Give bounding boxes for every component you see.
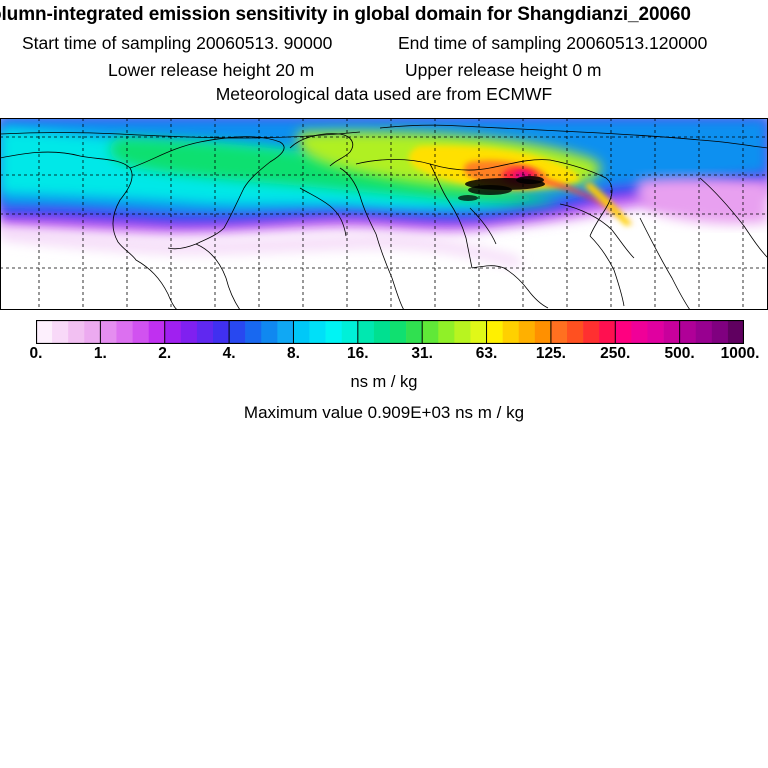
colorbar-cell	[470, 320, 487, 344]
colorbar-tick-label: 500.	[664, 345, 695, 362]
upper-release-height: Upper release height 0 m	[405, 60, 602, 80]
lower-release-height: Lower release height 20 m	[108, 60, 315, 80]
colorbar-tick-label: 0.	[29, 345, 43, 362]
colorbar-cell	[309, 320, 326, 344]
meteorological-data-source: Meteorological data used are from ECMWF	[215, 84, 553, 104]
colorbar-tick-label: 63.	[475, 345, 498, 362]
colorbar-cell	[132, 320, 149, 344]
coastlines	[0, 124, 768, 310]
colorbar-cell	[164, 320, 182, 344]
colorbar-cell	[52, 320, 69, 344]
colorbar-tick-label: 16.	[347, 345, 369, 362]
colorbar-tick-label: 250.	[600, 345, 631, 362]
colorbar-cell	[390, 320, 407, 344]
start-sampling-time: Start time of sampling 20060513. 90000	[22, 33, 333, 53]
colorbar-cell	[647, 320, 664, 344]
release-points	[458, 176, 545, 201]
colorbar-tick-label: 31.	[411, 345, 433, 362]
map-title: olumn-integrated emission sensitivity in…	[0, 4, 691, 25]
colorbar-cell	[213, 320, 230, 344]
colorbar-cell	[695, 320, 713, 344]
colorbar-cell	[518, 320, 536, 344]
colorbar-cell	[293, 320, 310, 344]
colorbar-cell	[116, 320, 133, 344]
colorbar-cell	[567, 320, 584, 344]
colorbar-cell	[325, 320, 343, 344]
colorbar-tick-label: 1000.	[720, 345, 760, 362]
colorbar-cell	[196, 320, 214, 344]
colorbar-cell	[534, 320, 552, 344]
colorbar-cell	[438, 320, 455, 344]
colorbar-cell	[550, 320, 568, 344]
graticule	[0, 118, 768, 310]
colorbar-cell	[486, 320, 503, 344]
colorbar-cell	[502, 320, 520, 344]
colorbar-cell	[180, 320, 198, 344]
colorbar-cell	[454, 320, 471, 344]
colorbar-cell	[373, 320, 391, 344]
colorbar-cell	[229, 320, 246, 344]
colorbar-cell	[663, 320, 680, 344]
colorbar-cell	[245, 320, 262, 344]
maximum-value: Maximum value 0.909E+03 ns m / kg	[243, 403, 525, 422]
colorbar-cell	[406, 320, 423, 344]
colorbar-cell	[68, 320, 85, 344]
colorbar-tick-label: 1.	[93, 345, 107, 362]
colorbar-cell	[277, 320, 294, 344]
colorbar-cell	[727, 320, 744, 344]
colorbar-cell	[711, 320, 729, 344]
colorbar-cell	[84, 320, 101, 344]
colorbar-cell	[583, 320, 600, 344]
colorbar-tick-label: 2.	[158, 345, 172, 362]
colorbar-cell	[341, 320, 359, 344]
colorbar-cell	[679, 320, 697, 344]
end-sampling-time: End time of sampling 20060513.120000	[398, 33, 708, 53]
colorbar-cell	[615, 320, 632, 344]
colorbar-cell	[261, 320, 278, 344]
colorbar-unit: ns m / kg	[350, 373, 418, 391]
colorbar-cell	[422, 320, 439, 344]
colorbar-tick-label: 8.	[286, 345, 300, 362]
colorbar-cell	[36, 320, 53, 344]
colorbar	[36, 320, 744, 344]
emission-sensitivity-map	[0, 118, 768, 310]
colorbar-cell	[148, 320, 166, 344]
colorbar-cell	[631, 320, 648, 344]
colorbar-tick-label: 125.	[535, 345, 566, 362]
colorbar-cell	[357, 320, 375, 344]
colorbar-cell	[100, 320, 117, 344]
colorbar-cell	[599, 320, 616, 344]
colorbar-tick-label: 4.	[222, 345, 236, 362]
